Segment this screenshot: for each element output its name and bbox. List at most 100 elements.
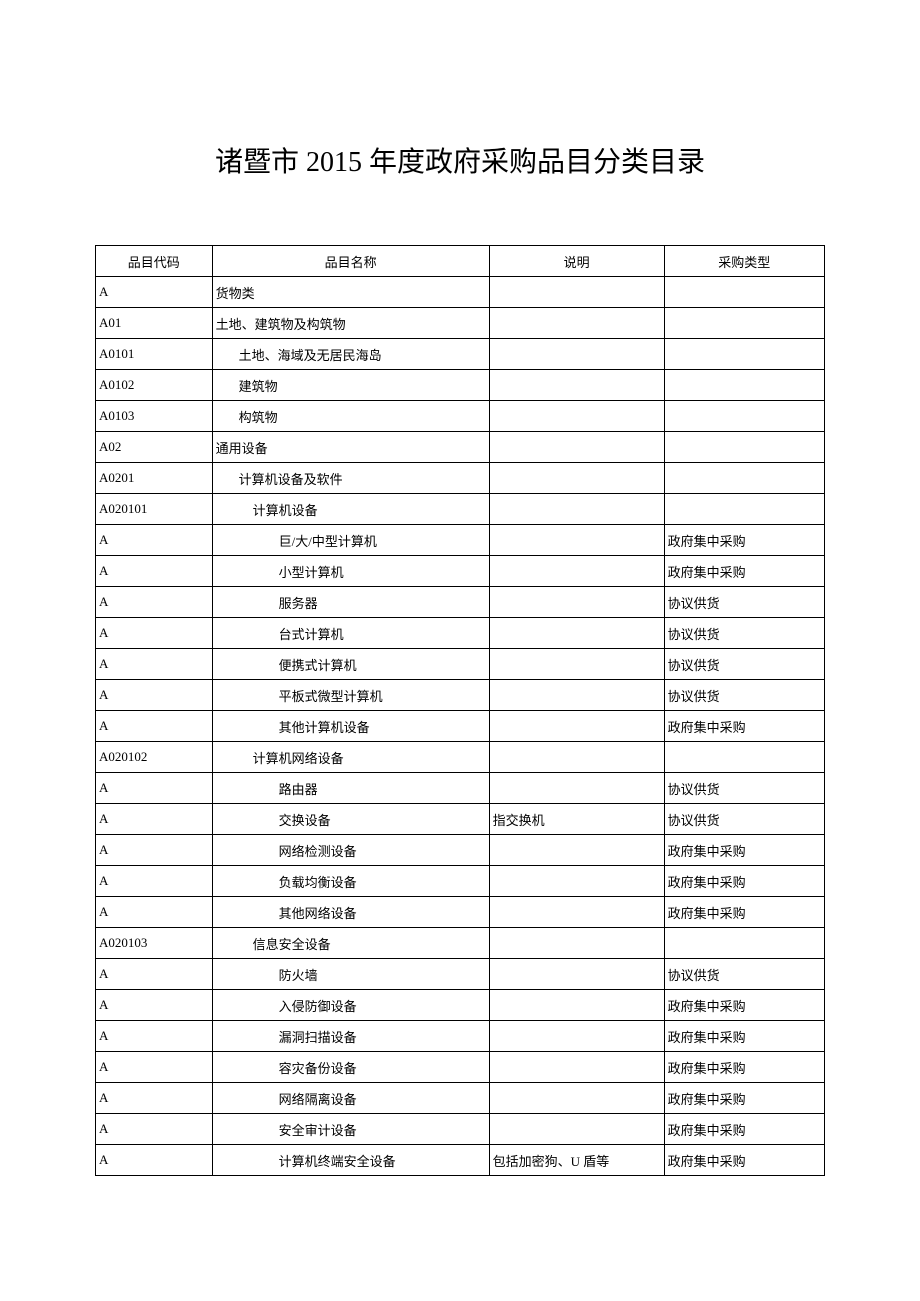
cell-desc — [489, 339, 664, 370]
table-row: A货物类 — [96, 277, 825, 308]
cell-desc — [489, 556, 664, 587]
cell-type: 政府集中采购 — [664, 1052, 824, 1083]
cell-desc — [489, 1083, 664, 1114]
cell-desc — [489, 587, 664, 618]
table-row: A防火墙协议供货 — [96, 959, 825, 990]
table-row: A020103信息安全设备 — [96, 928, 825, 959]
cell-name: 漏洞扫描设备 — [212, 1021, 489, 1052]
cell-desc — [489, 959, 664, 990]
cell-name: 土地、海域及无居民海岛 — [212, 339, 489, 370]
table-body: A货物类A01土地、建筑物及构筑物A0101土地、海域及无居民海岛A0102建筑… — [96, 277, 825, 1176]
cell-desc — [489, 525, 664, 556]
cell-code: A — [96, 618, 213, 649]
cell-code: A0101 — [96, 339, 213, 370]
cell-desc — [489, 463, 664, 494]
cell-desc — [489, 897, 664, 928]
cell-type: 政府集中采购 — [664, 711, 824, 742]
cell-name: 服务器 — [212, 587, 489, 618]
cell-desc: 指交换机 — [489, 804, 664, 835]
cell-code: A — [96, 587, 213, 618]
document-title: 诸暨市 2015 年度政府采购品目分类目录 — [95, 140, 825, 180]
cell-type: 政府集中采购 — [664, 1114, 824, 1145]
cell-type: 政府集中采购 — [664, 835, 824, 866]
cell-type — [664, 494, 824, 525]
header-code: 品目代码 — [96, 246, 213, 277]
cell-type: 政府集中采购 — [664, 866, 824, 897]
cell-code: A020101 — [96, 494, 213, 525]
cell-name: 构筑物 — [212, 401, 489, 432]
table-row: A0101土地、海域及无居民海岛 — [96, 339, 825, 370]
cell-code: A — [96, 804, 213, 835]
cell-code: A — [96, 1145, 213, 1176]
cell-name: 网络检测设备 — [212, 835, 489, 866]
cell-code: A — [96, 711, 213, 742]
cell-type: 政府集中采购 — [664, 1145, 824, 1176]
table-row: A服务器协议供货 — [96, 587, 825, 618]
table-row: A020102计算机网络设备 — [96, 742, 825, 773]
header-name: 品目名称 — [212, 246, 489, 277]
header-row: 品目代码 品目名称 说明 采购类型 — [96, 246, 825, 277]
table-row: A容灾备份设备政府集中采购 — [96, 1052, 825, 1083]
cell-name: 路由器 — [212, 773, 489, 804]
cell-name: 巨/大/中型计算机 — [212, 525, 489, 556]
cell-type: 政府集中采购 — [664, 897, 824, 928]
cell-type — [664, 928, 824, 959]
cell-desc: 包括加密狗、U 盾等 — [489, 1145, 664, 1176]
cell-code: A020103 — [96, 928, 213, 959]
cell-desc — [489, 432, 664, 463]
table-row: A02通用设备 — [96, 432, 825, 463]
cell-code: A01 — [96, 308, 213, 339]
cell-name: 计算机设备及软件 — [212, 463, 489, 494]
cell-type: 政府集中采购 — [664, 990, 824, 1021]
cell-name: 其他计算机设备 — [212, 711, 489, 742]
cell-desc — [489, 308, 664, 339]
table-row: A交换设备指交换机协议供货 — [96, 804, 825, 835]
cell-desc — [489, 773, 664, 804]
cell-code: A — [96, 680, 213, 711]
cell-desc — [489, 928, 664, 959]
cell-code: A — [96, 990, 213, 1021]
cell-name: 计算机终端安全设备 — [212, 1145, 489, 1176]
cell-name: 防火墙 — [212, 959, 489, 990]
cell-desc — [489, 866, 664, 897]
cell-type: 协议供货 — [664, 618, 824, 649]
cell-name: 通用设备 — [212, 432, 489, 463]
cell-type: 协议供货 — [664, 649, 824, 680]
table-row: A01土地、建筑物及构筑物 — [96, 308, 825, 339]
cell-desc — [489, 711, 664, 742]
table-row: A平板式微型计算机协议供货 — [96, 680, 825, 711]
cell-desc — [489, 370, 664, 401]
cell-code: A — [96, 897, 213, 928]
cell-type: 政府集中采购 — [664, 1083, 824, 1114]
cell-code: A — [96, 959, 213, 990]
cell-desc — [489, 835, 664, 866]
table-row: A020101计算机设备 — [96, 494, 825, 525]
cell-type: 政府集中采购 — [664, 556, 824, 587]
table-row: A0102建筑物 — [96, 370, 825, 401]
table-row: A入侵防御设备政府集中采购 — [96, 990, 825, 1021]
cell-type — [664, 742, 824, 773]
table-row: A计算机终端安全设备包括加密狗、U 盾等政府集中采购 — [96, 1145, 825, 1176]
cell-type: 协议供货 — [664, 773, 824, 804]
cell-code: A — [96, 277, 213, 308]
table-row: A巨/大/中型计算机政府集中采购 — [96, 525, 825, 556]
cell-name: 安全审计设备 — [212, 1114, 489, 1145]
table-row: A其他计算机设备 政府集中采购 — [96, 711, 825, 742]
cell-type — [664, 463, 824, 494]
table-row: A其他网络设备政府集中采购 — [96, 897, 825, 928]
cell-type — [664, 339, 824, 370]
table-row: A安全审计设备政府集中采购 — [96, 1114, 825, 1145]
cell-desc — [489, 401, 664, 432]
cell-desc — [489, 990, 664, 1021]
cell-desc — [489, 649, 664, 680]
table-row: A负载均衡设备政府集中采购 — [96, 866, 825, 897]
cell-code: A — [96, 866, 213, 897]
table-row: A台式计算机协议供货 — [96, 618, 825, 649]
cell-type — [664, 308, 824, 339]
cell-desc — [489, 494, 664, 525]
cell-name: 便携式计算机 — [212, 649, 489, 680]
cell-code: A0103 — [96, 401, 213, 432]
cell-name: 建筑物 — [212, 370, 489, 401]
cell-name: 土地、建筑物及构筑物 — [212, 308, 489, 339]
table-row: A路由器协议供货 — [96, 773, 825, 804]
